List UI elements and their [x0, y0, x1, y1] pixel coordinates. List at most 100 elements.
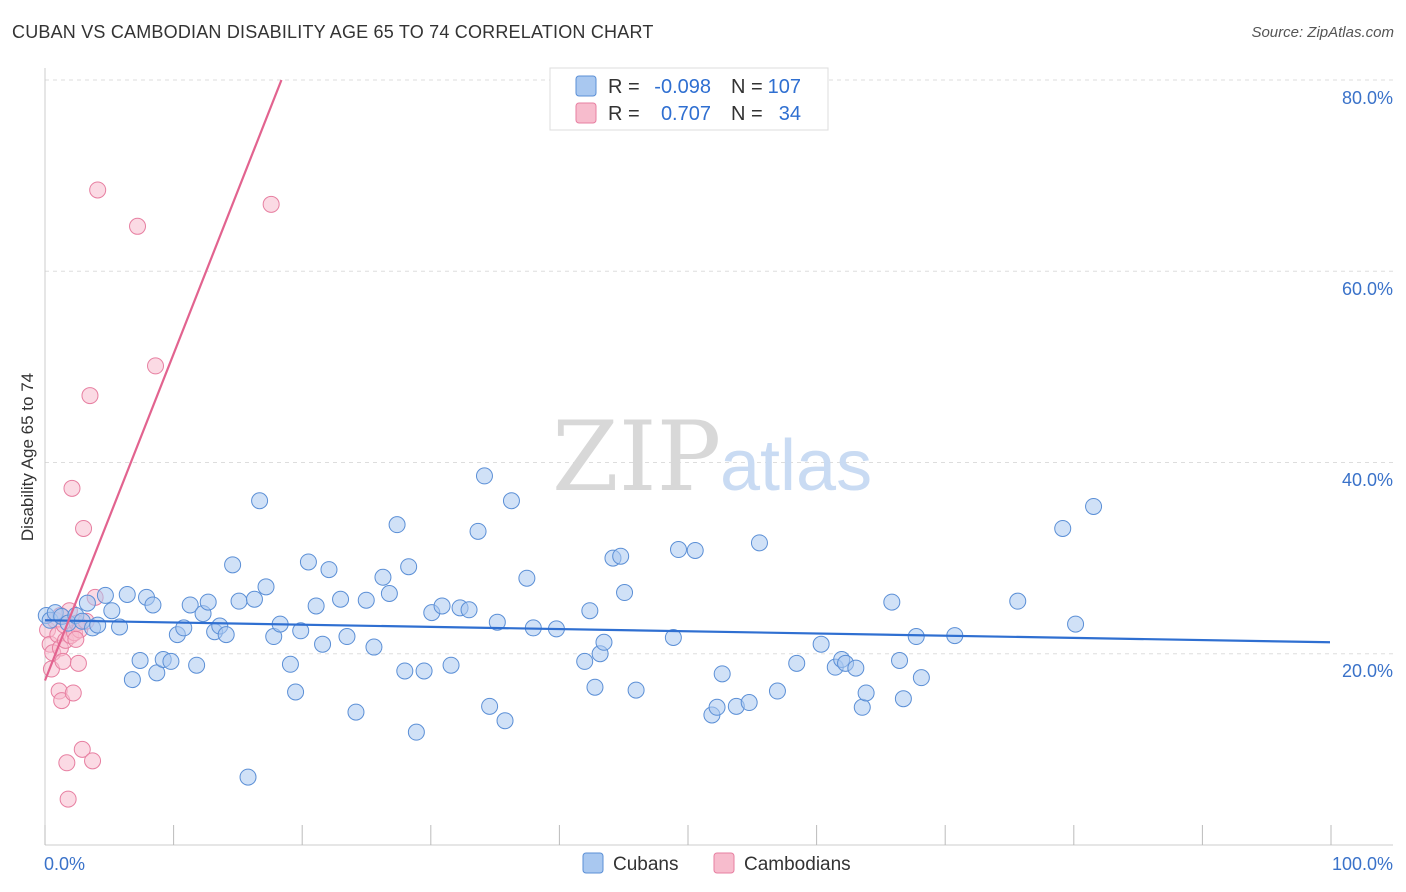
bottom-legend-swatch-cambodians [713, 852, 735, 874]
cambodian-point-9 [54, 652, 72, 670]
cuban-point-38 [281, 655, 299, 673]
cuban-point-55 [407, 723, 425, 741]
chart-title: CUBAN VS CAMBODIAN DISABILITY AGE 65 TO … [12, 22, 654, 42]
cuban-point-61 [460, 601, 478, 619]
cuban-point-63 [475, 467, 493, 485]
y-tick-labels: 80.0% 60.0% 40.0% 20.0% [1342, 88, 1393, 681]
cuban-point-106 [1067, 615, 1085, 633]
cuban-point-30 [224, 556, 242, 574]
y-tick-80: 80.0% [1342, 88, 1393, 108]
cuban-point-29 [217, 626, 235, 644]
cuban-point-46 [338, 628, 356, 646]
cuban-point-64 [481, 697, 499, 715]
cuban-point-26 [199, 593, 217, 611]
x-tick-0: 0.0% [44, 854, 85, 874]
legend-n-label-cambodians: N = [731, 103, 763, 125]
cambodians-trend-line [43, 79, 283, 681]
cambodian-point-25 [81, 387, 99, 405]
legend-n-value-cubans: 107 [768, 76, 801, 98]
legend-n-value-cambodians: 34 [779, 103, 801, 125]
cuban-point-88 [750, 534, 768, 552]
watermark: ZIP atlas [552, 401, 872, 513]
cuban-point-31 [230, 592, 248, 610]
cuban-point-100 [894, 690, 912, 708]
bottom-legend-cambodians: Cambodians [744, 854, 851, 875]
cuban-point-82 [686, 541, 704, 559]
bottom-legend-cubans: Cubans [613, 854, 679, 875]
cambodian-point-13 [59, 790, 77, 808]
cuban-point-41 [299, 553, 317, 571]
cuban-point-35 [257, 578, 275, 596]
cuban-point-12 [111, 618, 129, 636]
cuban-point-105 [1054, 519, 1072, 537]
legend-swatch-cambodians [575, 102, 597, 124]
cubans-points [37, 467, 1103, 786]
legend-r-value-cubans: -0.098 [654, 76, 711, 98]
cuban-point-98 [883, 593, 901, 611]
watermark-zip: ZIP [552, 401, 721, 513]
cuban-point-20 [162, 652, 180, 670]
cuban-point-47 [347, 703, 365, 721]
cuban-point-23 [181, 596, 199, 614]
grid-layer [45, 79, 1393, 655]
cuban-point-101 [907, 628, 925, 646]
cuban-point-51 [380, 585, 398, 603]
cuban-point-84 [708, 698, 726, 716]
watermark-atlas: atlas [720, 426, 872, 506]
cambodian-point-20 [69, 654, 87, 672]
legend-n-label-cubans: N = [731, 76, 763, 98]
cuban-point-54 [400, 558, 418, 576]
cuban-point-99 [891, 651, 909, 669]
cuban-point-58 [433, 597, 451, 615]
cuban-point-17 [144, 596, 162, 614]
cuban-point-87 [740, 694, 758, 712]
bottom-legend: Cubans Cambodians [582, 852, 851, 875]
cuban-point-13 [118, 585, 136, 603]
cambodian-point-29 [129, 217, 147, 235]
cuban-point-45 [332, 590, 350, 608]
cuban-point-52 [388, 516, 406, 534]
cuban-point-9 [89, 616, 107, 634]
cuban-point-91 [812, 635, 830, 653]
cubans-trend-line [44, 619, 1331, 644]
axes-layer [44, 68, 1393, 846]
cambodian-point-26 [84, 752, 102, 770]
cuban-point-11 [103, 602, 121, 620]
cambodian-point-22 [73, 740, 91, 758]
cambodians-points [39, 181, 280, 808]
cuban-point-107 [1085, 497, 1103, 515]
cuban-point-32 [239, 768, 257, 786]
cuban-point-77 [612, 547, 630, 565]
cuban-point-40 [292, 622, 310, 640]
cuban-point-34 [251, 492, 269, 510]
cuban-point-102 [912, 669, 930, 687]
cambodian-point-17 [64, 684, 82, 702]
cuban-point-14 [123, 671, 141, 689]
cuban-point-72 [581, 602, 599, 620]
chart-source: Source: ZipAtlas.com [1251, 24, 1394, 41]
cuban-point-66 [496, 712, 514, 730]
cuban-point-104 [1009, 592, 1027, 610]
cambodian-point-31 [262, 195, 280, 213]
legend-r-label-cubans: R = [608, 76, 640, 98]
cuban-point-90 [788, 654, 806, 672]
cuban-point-22 [175, 619, 193, 637]
cuban-point-89 [768, 682, 786, 700]
cuban-point-95 [847, 659, 865, 677]
cuban-point-49 [365, 638, 383, 656]
cuban-point-59 [442, 656, 460, 674]
cuban-point-65 [488, 613, 506, 631]
top-legend: R = -0.098 N = 107 R = 0.707 N = 34 [549, 67, 829, 131]
y-tick-40: 40.0% [1342, 470, 1393, 490]
cuban-point-24 [188, 656, 206, 674]
cuban-point-7 [78, 594, 96, 612]
bottom-legend-swatch-cubans [582, 852, 604, 874]
cuban-point-10 [96, 586, 114, 604]
cambodian-point-16 [63, 479, 81, 497]
cuban-point-62 [469, 522, 487, 540]
cuban-point-48 [357, 591, 375, 609]
cuban-point-15 [131, 651, 149, 669]
cuban-point-44 [320, 561, 338, 579]
